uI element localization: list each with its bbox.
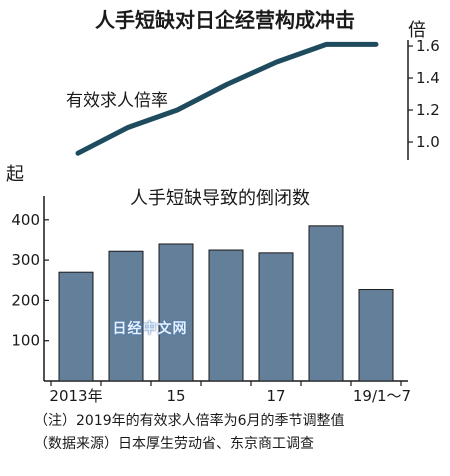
bar-chart: 100 200 300 400 2013年 15 17 19/1～7 (11, 196, 411, 405)
bar-2015 (158, 243, 194, 382)
bar-2018 (308, 225, 344, 382)
bar-2019/1-7 (358, 289, 394, 382)
line-axis-unit: 倍 (408, 20, 426, 41)
bar-chart-title: 人手短缺导致的倒闭数 (130, 188, 310, 209)
bar-2013 (58, 271, 94, 382)
bar-2016 (208, 249, 244, 382)
line-y-tick-label: 1.0 (416, 133, 440, 151)
line-chart: 1.0 1.2 1.4 1.6 (75, 37, 440, 160)
footnote: （注）2019年的有效求人倍率为6月的季节调整值 (34, 413, 345, 429)
line-series (75, 41, 379, 156)
bar-2014 (108, 250, 144, 382)
chart-title: 人手短缺对日企经营构成冲击 (95, 8, 355, 32)
bar-y-tick-label: 300 (11, 251, 40, 269)
bar-y-tick-label: 400 (11, 211, 40, 229)
source-note: （数据来源）日本厚生劳动省、东京商工调查 (34, 436, 314, 452)
bar-2017 (258, 252, 294, 382)
bar-x-tick-label: 2013年 (49, 387, 102, 405)
bar-y-tick-label: 100 (11, 332, 40, 350)
line-y-tick-label: 1.2 (416, 101, 440, 119)
line-y-tick-label: 1.4 (416, 69, 440, 87)
bar-y-tick-label: 200 (11, 291, 40, 309)
line-y-tick-label: 1.6 (416, 37, 440, 55)
bar-x-tick-label: 19/1～7 (353, 387, 411, 405)
watermark: 日经中文网 (112, 321, 188, 337)
line-series-label: 有效求人倍率 (66, 91, 168, 111)
bar-axis-unit: 起 (6, 164, 24, 185)
bar-x-tick-label: 15 (166, 387, 185, 405)
bar-x-tick-label: 17 (266, 387, 285, 405)
